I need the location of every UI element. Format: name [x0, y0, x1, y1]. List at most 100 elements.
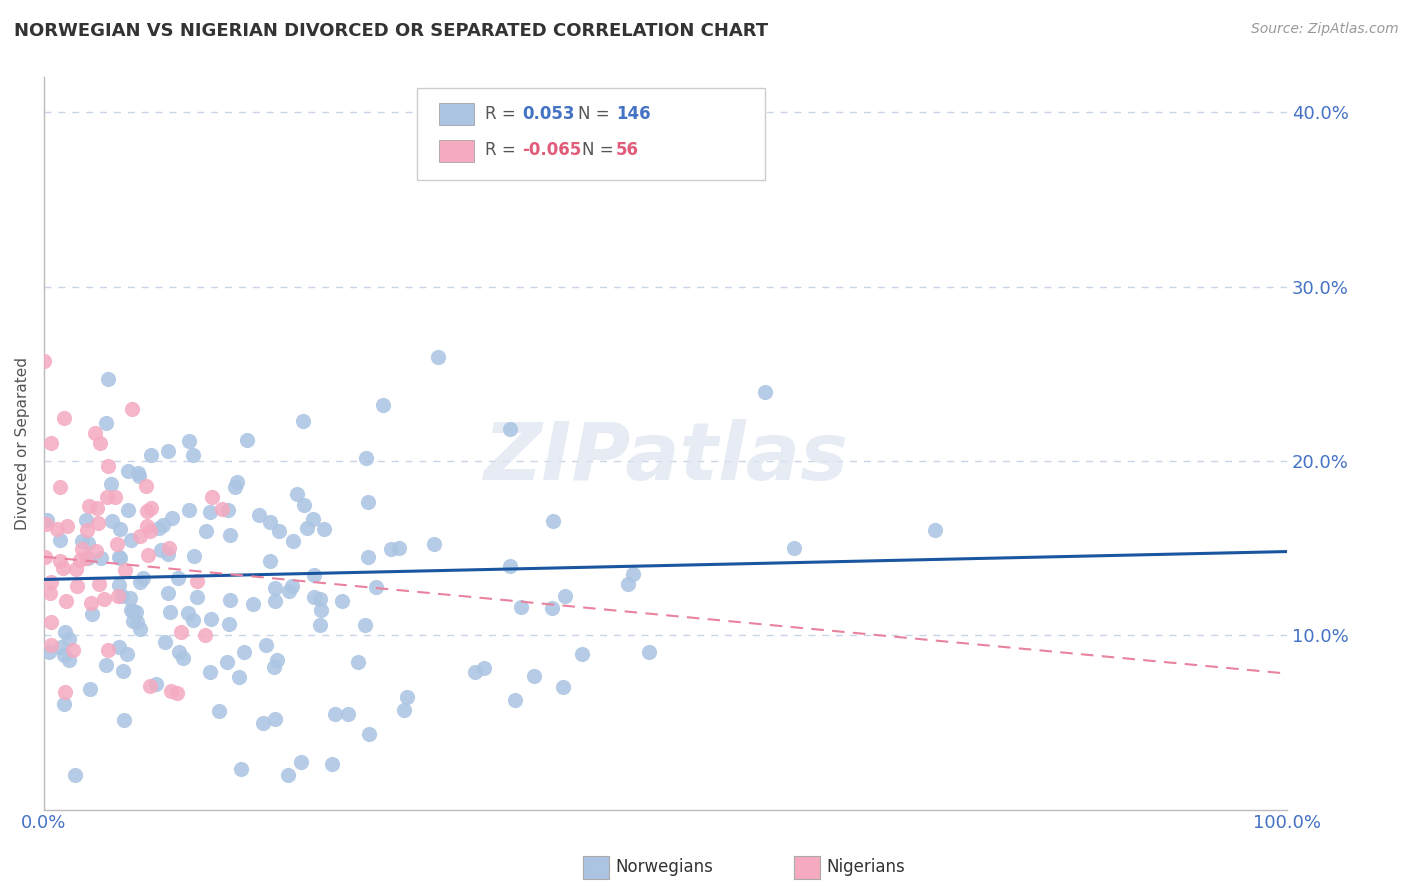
Point: [297, 521, 319, 535]
Point: [77, 551, 100, 566]
Point: [111, 589, 134, 603]
Point: [105, 537, 128, 551]
Point: [100, 476, 122, 491]
Point: [427, 351, 450, 365]
Point: [49, 533, 72, 547]
Text: Source: ZipAtlas.com: Source: ZipAtlas.com: [1251, 22, 1399, 37]
Point: [37, 513, 59, 527]
Text: R =: R =: [485, 104, 516, 123]
Point: [229, 762, 252, 776]
Point: [93, 591, 115, 606]
Point: [621, 567, 644, 582]
Point: [115, 647, 138, 661]
Point: [110, 522, 132, 536]
Point: [201, 490, 224, 504]
Point: [79, 681, 101, 696]
Point: [84, 544, 107, 558]
Point: [194, 628, 217, 642]
Point: [380, 542, 402, 557]
Point: [108, 640, 131, 654]
Point: [56, 519, 79, 533]
Point: [39, 586, 62, 600]
Point: [219, 592, 242, 607]
Point: [108, 549, 131, 564]
Point: [290, 755, 312, 769]
Point: [263, 581, 285, 595]
Point: [166, 686, 188, 700]
Text: 56: 56: [616, 141, 638, 160]
Point: [783, 541, 806, 556]
Point: [65, 767, 87, 781]
FancyBboxPatch shape: [416, 88, 765, 180]
Point: [172, 651, 194, 665]
Point: [200, 612, 222, 626]
Point: [69, 553, 91, 567]
Point: [104, 490, 127, 504]
Point: [325, 706, 347, 721]
Point: [472, 661, 495, 675]
Point: [311, 602, 333, 616]
Point: [52, 697, 75, 711]
Point: [86, 516, 108, 530]
Point: [120, 533, 142, 548]
Point: [65, 562, 87, 576]
Point: [120, 603, 142, 617]
FancyBboxPatch shape: [439, 103, 474, 125]
Point: [278, 583, 301, 598]
Point: [314, 522, 336, 536]
Text: Norwegians: Norwegians: [616, 858, 714, 876]
Point: [97, 459, 120, 474]
Text: Nigerians: Nigerians: [827, 858, 905, 876]
Point: [76, 536, 98, 550]
Point: [86, 501, 108, 516]
Point: [637, 645, 659, 659]
Point: [464, 665, 486, 679]
Point: [208, 704, 231, 718]
Point: [122, 604, 145, 618]
Point: [49, 479, 72, 493]
Point: [395, 690, 418, 704]
Text: -0.065: -0.065: [523, 141, 582, 160]
Point: [66, 579, 89, 593]
Point: [124, 605, 146, 619]
Text: 0.053: 0.053: [523, 104, 575, 123]
Point: [136, 548, 159, 562]
Point: [97, 643, 120, 657]
Point: [107, 590, 129, 604]
Point: [108, 551, 131, 566]
Point: [35, 516, 58, 531]
Point: [139, 524, 162, 539]
Point: [266, 653, 288, 667]
Point: [136, 519, 159, 533]
Point: [200, 665, 222, 680]
Point: [87, 577, 110, 591]
Point: [263, 594, 285, 608]
Point: [39, 615, 62, 629]
Point: [263, 659, 285, 673]
Point: [301, 512, 323, 526]
Point: [259, 553, 281, 567]
Point: [149, 543, 172, 558]
Point: [357, 550, 380, 565]
Point: [118, 591, 141, 605]
Point: [127, 615, 149, 629]
Point: [152, 518, 174, 533]
Point: [77, 499, 100, 513]
Point: [499, 422, 522, 436]
Point: [226, 475, 249, 489]
Point: [179, 434, 201, 449]
Point: [148, 521, 170, 535]
Y-axis label: Divorced or Separated: Divorced or Separated: [15, 357, 30, 530]
Point: [112, 714, 135, 728]
Point: [183, 448, 205, 462]
Text: ZIPatlas: ZIPatlas: [484, 419, 848, 497]
Point: [285, 487, 308, 501]
Point: [309, 617, 332, 632]
Point: [924, 523, 946, 537]
Point: [499, 559, 522, 574]
Point: [183, 549, 205, 564]
Point: [46, 522, 69, 536]
Point: [356, 451, 378, 466]
Point: [34, 549, 56, 564]
Point: [337, 707, 360, 722]
